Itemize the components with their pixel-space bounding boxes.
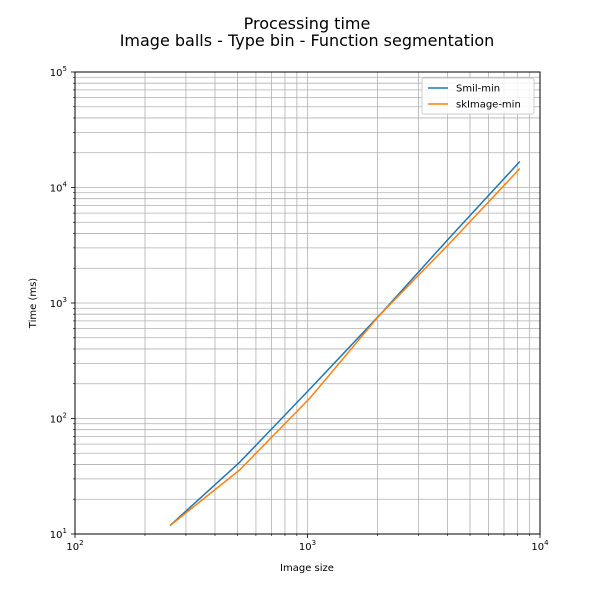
x-tick-label: 103 (299, 539, 316, 553)
legend-box (421, 77, 535, 115)
x-tick-label: 102 (66, 539, 83, 553)
y-tick-label: 105 (50, 65, 67, 79)
chart-subtitle: Image balls - Type bin - Function segmen… (120, 31, 495, 50)
series-line-smil-min (169, 160, 521, 527)
legend-label: Smil-min (456, 84, 500, 95)
y-tick-label: 103 (50, 296, 67, 310)
series-line-skimage-min (169, 168, 521, 527)
x-axis-label: Image size (280, 563, 334, 574)
y-axis-label: Time (ms) (28, 278, 39, 330)
legend-label: skImage-min (456, 100, 521, 111)
series-lines (169, 160, 521, 527)
legend: Smil-min skImage-min (421, 77, 535, 115)
chart-title: Processing time (244, 14, 371, 33)
y-tick-label: 101 (50, 527, 67, 541)
y-tick-label: 102 (50, 412, 67, 426)
grid (74, 71, 541, 535)
x-tick-label: 104 (531, 539, 549, 553)
y-tick-label: 104 (50, 181, 68, 195)
